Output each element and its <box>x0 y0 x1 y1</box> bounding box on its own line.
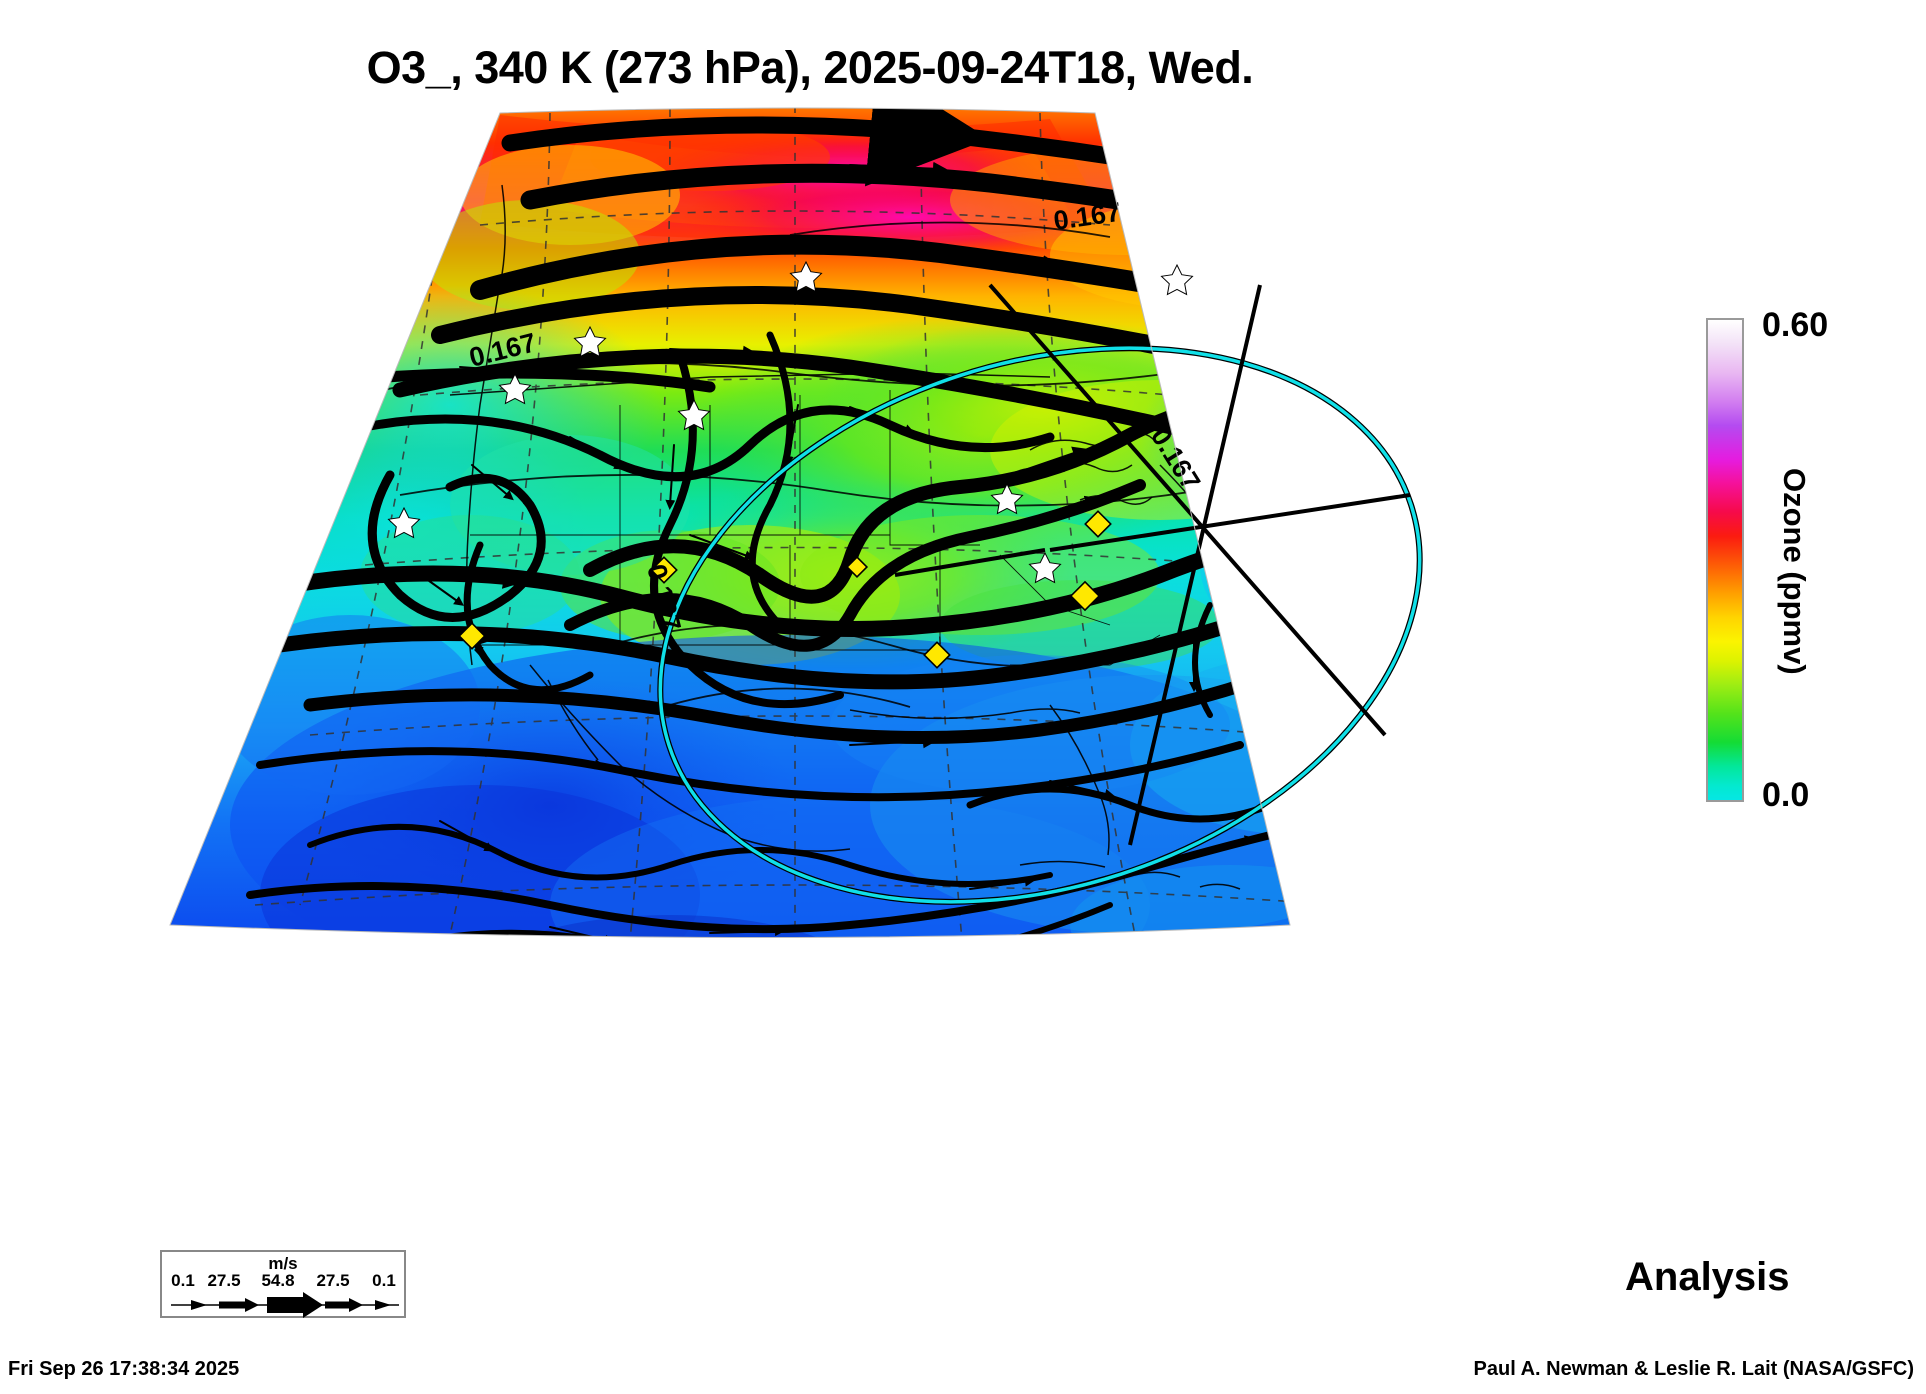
colorbar-max-label: 0.60 <box>1762 306 1829 344</box>
colorbar-gradient <box>1706 318 1744 802</box>
map-sector-outline <box>169 107 1291 938</box>
page-title: O3_, 340 K (273 hPa), 2025-09-24T18, Wed… <box>366 42 1254 93</box>
flight-track-lines <box>894 283 1411 846</box>
wind-tick-0: 0.1 <box>171 1271 195 1290</box>
wind-legend-arrows <box>171 1292 399 1318</box>
wind-tick-1: 27.5 <box>207 1271 241 1290</box>
wind-tick-2: 54.8 <box>261 1271 295 1290</box>
colorbar-min-label: 0.0 <box>1762 776 1810 814</box>
wind-tick-3: 27.5 <box>316 1271 350 1290</box>
map-plot-area: 0.167 0.167 0.167 0.167 <box>150 105 1440 1045</box>
colorbar-axis-title: Ozone (ppmv) <box>1777 468 1812 675</box>
colorbar: 0.60 0.0 Ozone (ppmv) <box>1706 306 1906 814</box>
wind-speed-legend: m/s 0.1 27.5 54.8 27.5 0.1 <box>160 1250 406 1318</box>
render-timestamp: Fri Sep 26 17:38:34 2025 <box>8 1358 240 1380</box>
flight-range-ellipse <box>657 345 1423 905</box>
analysis-label: Analysis <box>1625 1255 1790 1299</box>
ozone-contours <box>359 221 1231 708</box>
wind-legend-unit-label: m/s <box>268 1254 298 1273</box>
wind-tick-4: 0.1 <box>372 1271 396 1290</box>
city-star-markers <box>387 260 1194 584</box>
author-credits: Paul A. Newman & Leslie R. Lait (NASA/GS… <box>1473 1358 1914 1380</box>
station-diamond-markers <box>458 510 1112 669</box>
